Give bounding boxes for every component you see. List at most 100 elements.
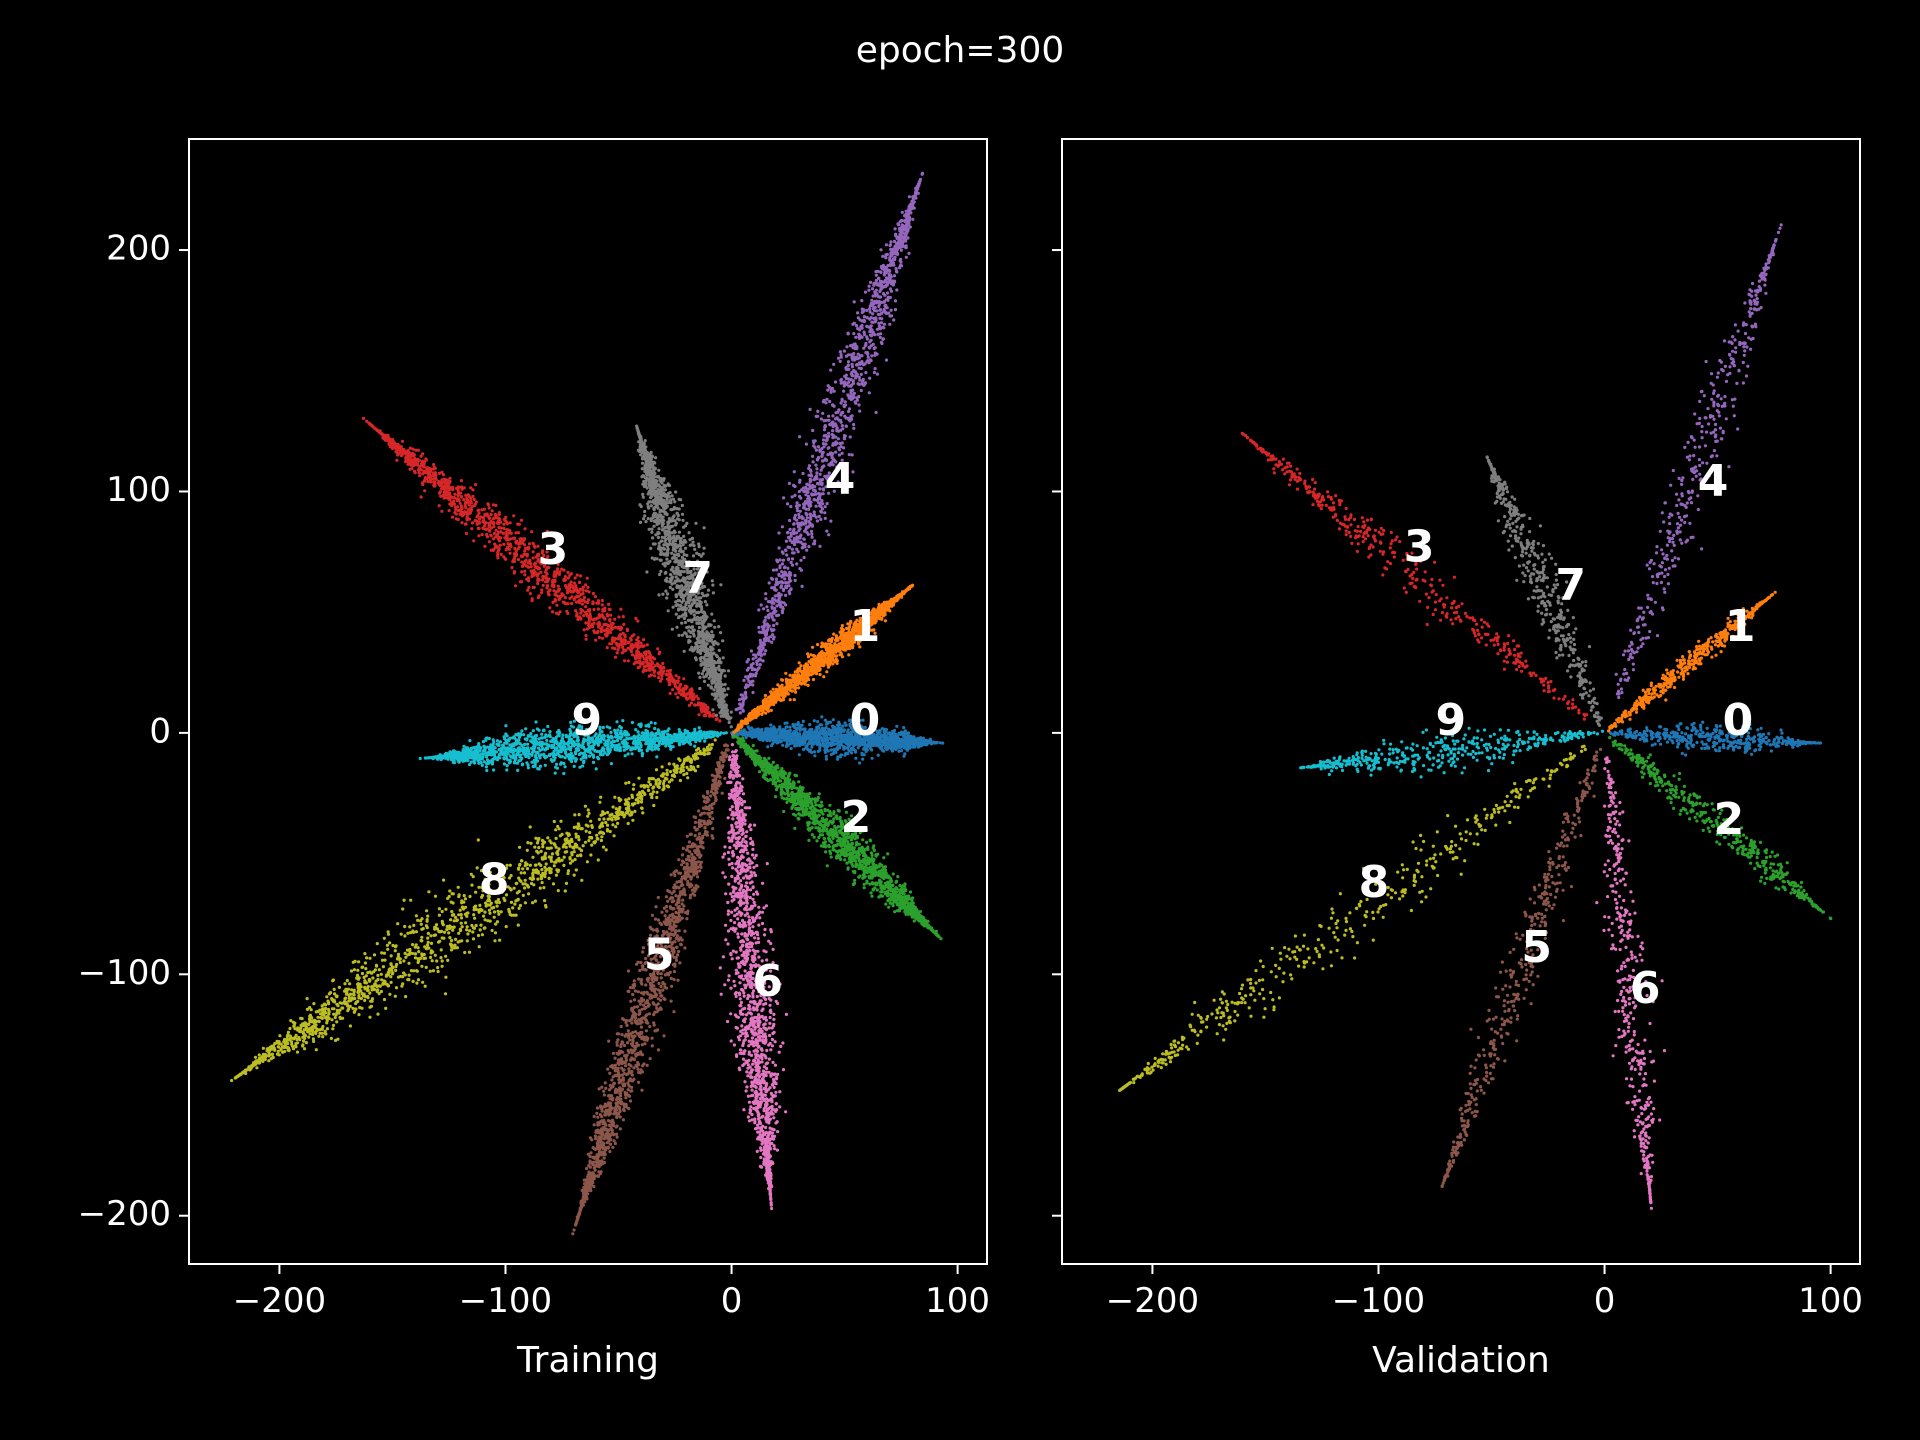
scatter-point xyxy=(777,727,781,732)
scatter-point xyxy=(916,741,920,746)
scatter-point xyxy=(470,527,474,531)
scatter-point xyxy=(846,866,850,870)
scatter-point xyxy=(815,839,819,843)
scatter-point xyxy=(801,719,805,724)
scatter-point xyxy=(771,702,775,706)
scatter-point xyxy=(822,675,826,679)
scatter-point xyxy=(820,663,824,667)
scatter-point xyxy=(810,802,814,806)
scatter-point xyxy=(908,890,913,894)
scatter-point xyxy=(816,796,820,800)
scatter-point xyxy=(841,847,846,851)
scatter-point xyxy=(739,738,744,742)
scatter-point xyxy=(802,732,806,736)
scatter-point xyxy=(483,544,487,548)
scatter-point xyxy=(840,735,844,740)
scatter-point xyxy=(906,735,910,739)
scatter-point xyxy=(880,884,884,888)
scatter-point xyxy=(897,731,901,735)
scatter-point xyxy=(883,604,887,608)
scatter-point xyxy=(440,509,444,513)
scatter-point xyxy=(822,836,826,841)
scatter-point xyxy=(829,658,833,662)
scatter-point xyxy=(852,858,856,863)
series-0-cluster xyxy=(730,715,945,765)
scatter-point xyxy=(812,719,816,723)
scatter-point xyxy=(767,731,771,736)
scatter-point xyxy=(780,678,785,682)
scatter-point xyxy=(813,662,817,667)
scatter-point xyxy=(823,820,827,824)
scatter-point xyxy=(831,662,835,666)
scatter-point xyxy=(527,542,532,546)
scatter-point xyxy=(858,874,862,878)
scatter-point xyxy=(781,686,785,691)
scatter-point xyxy=(877,865,881,869)
scatter-point xyxy=(448,476,452,480)
scatter-point xyxy=(494,528,498,532)
scatter-point xyxy=(831,718,835,722)
scatter-point xyxy=(760,712,764,717)
scatter-point xyxy=(870,871,874,876)
scatter-point xyxy=(791,804,795,809)
scatter-point xyxy=(776,738,780,742)
scatter-point xyxy=(928,741,933,745)
scatter-point xyxy=(796,678,800,682)
scatter-point xyxy=(746,733,751,737)
scatter-point xyxy=(835,855,839,859)
scatter-point xyxy=(902,895,907,900)
scatter-point xyxy=(882,727,886,731)
scatter-point xyxy=(796,681,801,685)
scatter-point xyxy=(820,715,824,719)
scatter-point xyxy=(764,706,768,710)
scatter-point xyxy=(909,740,913,744)
scatter-point xyxy=(834,849,839,853)
figure-title: epoch=300 xyxy=(856,30,1065,71)
scatter-point xyxy=(823,718,828,722)
scatter-point xyxy=(806,821,810,825)
scatter-point xyxy=(826,822,831,826)
scatter-point xyxy=(832,647,837,651)
scatter-point xyxy=(788,673,792,677)
scatter-point xyxy=(831,836,835,841)
scatter-point xyxy=(815,725,819,730)
scatter-point xyxy=(756,727,760,731)
scatter-point xyxy=(649,673,654,677)
scatter-point xyxy=(875,888,879,892)
scatter-point xyxy=(447,509,451,513)
scatter-point xyxy=(828,849,832,853)
scatter-point xyxy=(816,667,820,671)
scatter-point xyxy=(786,785,790,789)
scatter-point xyxy=(788,778,792,782)
scatter-point xyxy=(845,647,849,651)
scatter-point xyxy=(539,591,544,595)
scatter-point xyxy=(858,761,862,765)
scatter-point xyxy=(877,880,881,885)
scatter-point xyxy=(794,737,798,741)
scatter-point xyxy=(836,755,840,759)
scatter-point xyxy=(862,872,866,876)
scatter-point xyxy=(807,838,811,843)
scatter-point xyxy=(656,647,660,651)
scatter-point xyxy=(814,808,818,812)
scatter-point xyxy=(828,803,832,807)
scatter-point xyxy=(862,886,866,890)
scatter-point xyxy=(575,614,579,618)
scatter-point xyxy=(792,732,796,736)
scatter-point xyxy=(794,813,798,817)
scatter-point xyxy=(884,871,888,875)
scatter-point xyxy=(523,559,527,564)
scatter-point xyxy=(788,771,792,775)
scatter-point xyxy=(825,829,829,833)
scatter-point xyxy=(773,739,777,743)
scatter-point xyxy=(783,772,787,776)
scatter-point xyxy=(582,614,586,618)
scatter-point xyxy=(789,680,793,685)
scatter-point xyxy=(889,894,893,898)
scatter-point xyxy=(763,693,768,698)
scatter-point xyxy=(395,458,399,462)
scatter-point xyxy=(828,837,832,841)
scatter-point xyxy=(885,894,890,898)
scatter-point xyxy=(918,910,923,914)
